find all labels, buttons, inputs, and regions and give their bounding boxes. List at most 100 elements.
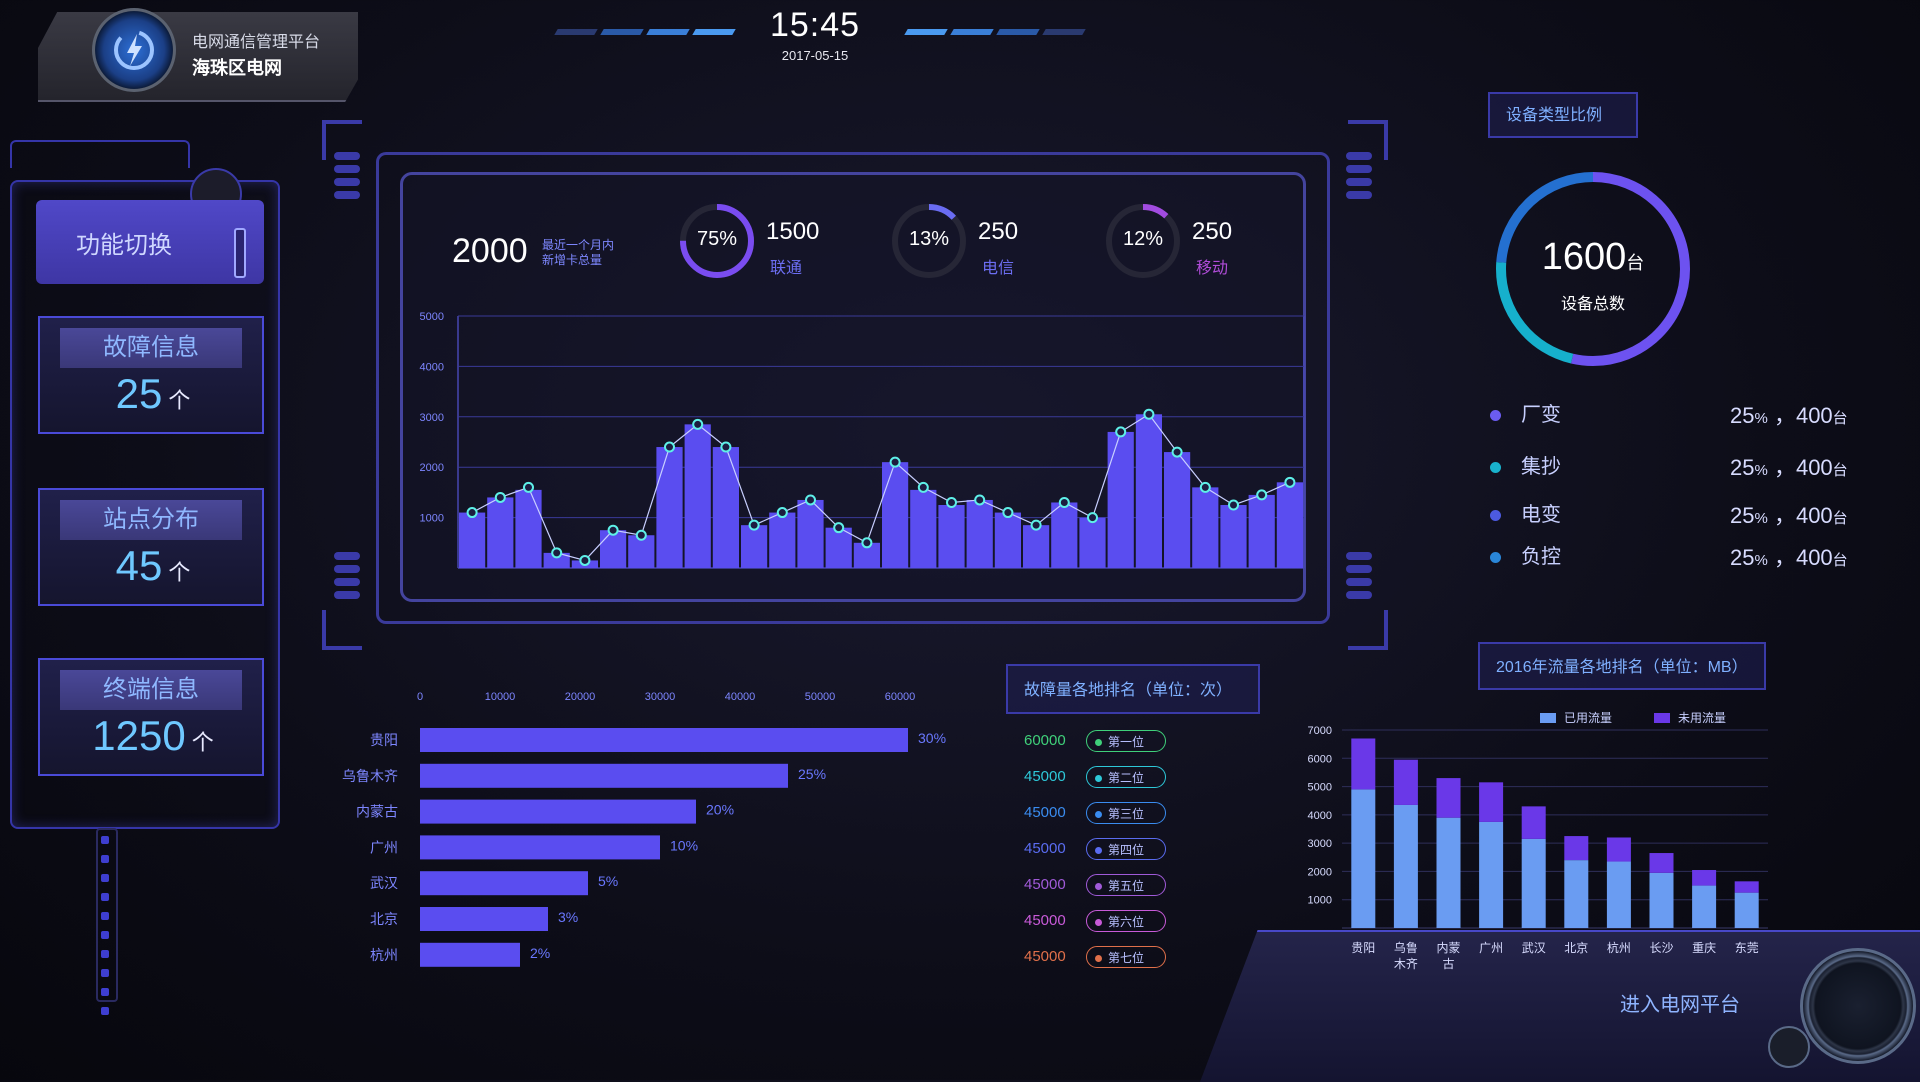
device-separator: ，: [1767, 545, 1796, 570]
clock-date: 2017-05-15: [781, 48, 849, 63]
operator-name: 移动: [1196, 260, 1229, 277]
card-unit: 个: [168, 560, 191, 585]
center-panel-outer: [376, 152, 1330, 624]
platform-subtitle: 电网通信管理平台: [192, 34, 321, 51]
bar: [1135, 414, 1162, 568]
device-pct-unit: %: [1754, 510, 1768, 527]
operator-ring-arc: [680, 204, 754, 278]
device-legend-row: 集抄 25% ，400台: [1490, 450, 1860, 480]
site-distribution-card[interactable]: 站点分布 45 个: [38, 488, 264, 606]
rank-label: 第四位: [1108, 843, 1145, 857]
operator-ring-arc: [892, 204, 966, 278]
traffic-title: 2016年流量各地排名（单位：MB）: [1478, 642, 1766, 690]
device-count: 400: [1795, 545, 1833, 570]
bar-value-label: 2%: [530, 945, 550, 961]
platform-title: 海珠区电网: [192, 58, 282, 78]
fault-info-card[interactable]: 故障信息 25 个: [38, 316, 264, 434]
nav-rail: [96, 828, 118, 1002]
operator-ring-arc: [1106, 204, 1180, 278]
device-type-value: 25% ，400台: [1730, 498, 1848, 530]
bar-unused: [1649, 853, 1674, 873]
terminal-info-card[interactable]: 终端信息 1250 个: [38, 658, 264, 776]
bar-unused: [1393, 759, 1418, 805]
bar-used: [1692, 885, 1717, 928]
y-tick-label: 4000: [1308, 810, 1332, 822]
brand-plate: [38, 12, 358, 102]
bar-used: [1606, 861, 1631, 928]
device-type-name: 集抄: [1521, 456, 1561, 478]
device-count-unit: 台: [1832, 410, 1848, 427]
y-tick-label: 3000: [1308, 838, 1332, 850]
y-tick-label: 2000: [420, 462, 444, 474]
x-category-label: 重庆: [1692, 941, 1716, 955]
bar: [1248, 494, 1275, 568]
category-label: 广州: [370, 839, 398, 855]
rank-pill: 第四位: [1086, 838, 1166, 860]
operator-pct: 75%: [696, 228, 738, 250]
bar: [825, 527, 852, 568]
trend-point: [579, 554, 591, 566]
enter-platform-button[interactable]: 进入电网平台: [1620, 994, 1740, 1016]
device-separator: ，: [1767, 403, 1796, 428]
bar: [420, 728, 908, 752]
bar-used: [1479, 821, 1504, 928]
header-deco-left: [554, 22, 740, 35]
bar: [1220, 505, 1247, 568]
device-count: 400: [1795, 503, 1833, 528]
bar-unused: [1734, 881, 1759, 893]
device-count-unit: 台: [1832, 462, 1848, 479]
device-pct-unit: %: [1754, 552, 1768, 569]
side-pills-tl: [334, 152, 360, 204]
trend-point: [1058, 496, 1070, 508]
device-pct-unit: %: [1754, 462, 1768, 479]
device-legend-row: 电变 25% ，400台: [1490, 498, 1860, 528]
bar: [712, 447, 739, 568]
device-pct: 25: [1730, 403, 1755, 428]
device-legend-row: 厂变 25% ，400台: [1490, 398, 1860, 428]
function-switch-button[interactable]: 功能切换: [36, 200, 264, 284]
y-tick-label: 1000: [420, 513, 444, 525]
trend-point: [917, 481, 929, 493]
brand-logo: [92, 8, 176, 92]
bar: [684, 424, 711, 568]
device-type-name: 电变: [1521, 504, 1561, 526]
trend-point: [776, 507, 788, 519]
bar: [656, 447, 683, 568]
legend-dot-icon: [1490, 510, 1501, 522]
bar-value-label: 30%: [918, 730, 946, 746]
card-title: 终端信息: [60, 670, 242, 710]
x-tick-label: 10000: [485, 691, 516, 703]
card-number: 1250: [92, 712, 186, 759]
bar: [515, 489, 542, 568]
trend-point: [551, 547, 563, 559]
x-category-label: 武汉: [1522, 941, 1546, 955]
trend-point: [664, 441, 675, 453]
bar: [1107, 431, 1134, 568]
corner-bracket-tr: [1348, 120, 1388, 160]
x-category-label: 长沙: [1649, 941, 1673, 955]
new-card-total: 2000: [452, 232, 528, 270]
rank-label: 第五位: [1108, 879, 1145, 893]
x-tick-label: 60000: [885, 691, 916, 703]
bar-used: [1734, 892, 1759, 928]
trend-point: [607, 524, 619, 536]
x-category-label: 广州: [1479, 941, 1503, 955]
trend-point: [494, 491, 506, 503]
fault-count: 45000: [1024, 840, 1066, 857]
new-card-total-note: 最近一个月内 新增卡总量: [542, 238, 632, 268]
rank-dot-icon: [1095, 811, 1102, 819]
trend-point: [1002, 507, 1014, 519]
radar-scope-icon[interactable]: [1800, 948, 1916, 1064]
device-type-value: 25% ，400台: [1730, 450, 1848, 482]
trend-point: [974, 494, 986, 506]
device-total: 1600台: [1490, 236, 1696, 279]
device-total-donut: [1496, 172, 1690, 366]
x-tick-label: 30000: [645, 691, 676, 703]
x-category-label: 贵阳: [1351, 941, 1375, 955]
card-title: 故障信息: [60, 328, 242, 368]
trend-point: [1030, 519, 1042, 531]
trend-point: [523, 481, 534, 493]
card-unit: 个: [168, 388, 191, 413]
bar-unused: [1606, 837, 1631, 862]
bar: [1023, 525, 1050, 568]
